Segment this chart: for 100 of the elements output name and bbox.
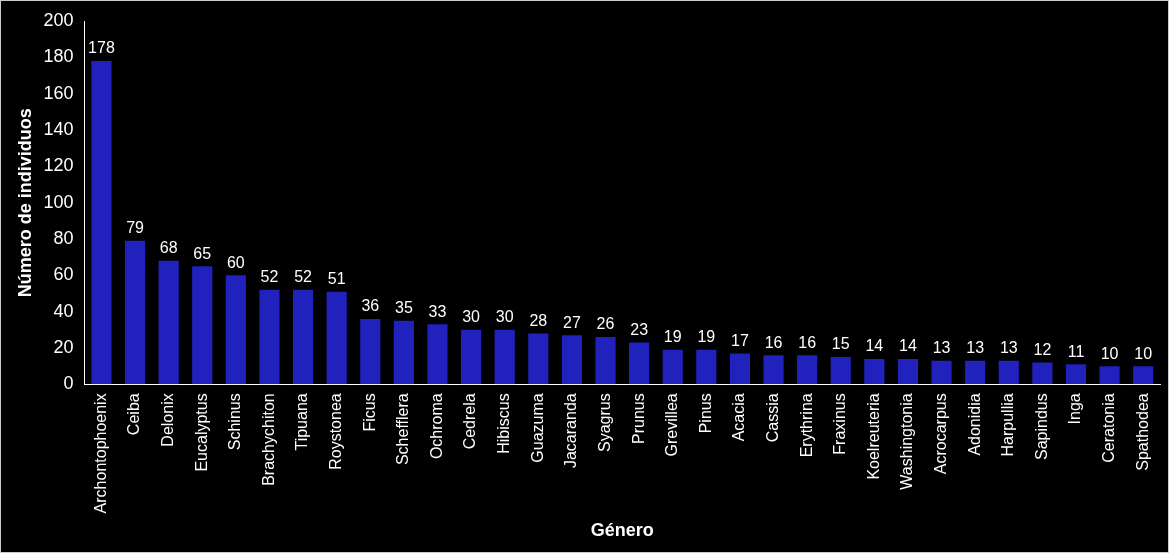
bar [931, 360, 952, 385]
data-label: 15 [831, 335, 850, 353]
bar [259, 289, 280, 385]
x-tick-label: Acrocarpus [931, 393, 949, 475]
x-tick-label: Ceratonia [1100, 393, 1117, 463]
bar [494, 329, 515, 385]
bar [763, 355, 784, 385]
data-label: 11 [1067, 342, 1085, 360]
x-tick-label: Acacia [730, 393, 748, 442]
data-label: 17 [731, 331, 749, 349]
bar [864, 358, 885, 385]
x-tick-label: Jacaranda [562, 393, 580, 469]
data-label: 26 [596, 315, 615, 333]
x-tick-label: Hibiscus [495, 393, 513, 454]
x-tick-label: Ceiba [125, 393, 143, 436]
bar [1065, 364, 1087, 385]
bar [91, 60, 112, 385]
y-tick-label: 200 [43, 9, 74, 30]
data-label: 19 [697, 328, 716, 346]
x-tick-label: Washingtonia [898, 393, 916, 490]
bar [1099, 366, 1120, 385]
data-label: 68 [159, 239, 178, 257]
x-tick-label: Roystonea [327, 393, 345, 470]
bar [1032, 362, 1053, 385]
y-tick-label: 60 [53, 264, 74, 285]
y-tick-label: 20 [53, 336, 74, 357]
x-tick-label: Brachychiton [259, 393, 277, 486]
bar [729, 353, 751, 385]
y-tick-label: 0 [63, 373, 74, 394]
bar [830, 357, 851, 385]
x-tick-label: Pinus [696, 393, 714, 434]
bar [797, 355, 818, 385]
data-label: 60 [226, 253, 245, 271]
x-tick-label: Adonidia [965, 393, 983, 456]
x-tick-label: Grevillea [663, 393, 681, 457]
bar [629, 342, 650, 385]
x-tick-label: Tipuana [293, 393, 311, 451]
data-label: 52 [260, 268, 279, 286]
data-label: 16 [764, 333, 783, 351]
x-tick-label: Koelreuteria [864, 393, 882, 480]
x-tick-label: Prunus [629, 393, 647, 445]
y-tick-label: 120 [43, 155, 74, 176]
x-tick-label: Syagrus [595, 393, 613, 453]
x-tick-label: Archontophoenix [91, 393, 109, 514]
y-axis-title: Número de individuos [14, 108, 35, 298]
bar [225, 275, 246, 385]
x-tick-label: Schinus [226, 393, 244, 451]
bar [461, 329, 482, 385]
data-label: 14 [899, 337, 917, 355]
bar [393, 320, 414, 385]
x-tick-label: Cassia [763, 393, 781, 443]
data-label: 13 [999, 339, 1018, 357]
bar [427, 324, 448, 385]
x-tick-label: Eucalyptus [192, 393, 210, 472]
data-label: 28 [529, 311, 548, 329]
bar [998, 360, 1019, 385]
x-tick-label: Sapindus [1032, 393, 1050, 461]
x-tick-label: Delonix [159, 393, 177, 447]
bar [360, 318, 381, 385]
bar [897, 358, 919, 385]
x-tick-label: Guazuma [528, 393, 546, 463]
data-label: 79 [126, 219, 145, 237]
bar [124, 240, 146, 385]
data-label: 10 [1134, 344, 1153, 362]
data-label: 16 [798, 333, 817, 351]
data-label: 36 [361, 297, 380, 315]
bar [326, 291, 347, 385]
data-label: 14 [865, 337, 884, 355]
y-tick-label: 40 [53, 300, 74, 321]
data-label: 52 [294, 268, 313, 286]
data-label: 13 [966, 339, 985, 357]
bar [662, 349, 683, 385]
y-tick-label: 80 [53, 227, 74, 248]
bar [1133, 366, 1154, 385]
x-tick-label: Harpullia [999, 393, 1017, 457]
y-tick-label: 140 [43, 118, 74, 139]
data-label: 65 [193, 244, 212, 262]
bar [192, 266, 213, 385]
x-tick-label: Ochroma [427, 393, 445, 460]
bar [561, 335, 582, 385]
data-label: 51 [327, 270, 346, 288]
bar [595, 337, 616, 385]
x-axis-title: Género [590, 520, 654, 541]
data-label: 13 [932, 339, 951, 357]
data-label: 30 [495, 308, 514, 326]
data-label: 23 [630, 320, 649, 338]
data-label: 27 [563, 313, 581, 331]
bar [696, 349, 717, 385]
bar [292, 289, 314, 385]
data-label: 19 [663, 328, 682, 346]
bar [158, 260, 179, 385]
data-label: 35 [394, 299, 413, 317]
data-label: 10 [1100, 344, 1119, 362]
x-tick-label: Spathodea [1133, 393, 1151, 471]
y-tick-label: 180 [43, 46, 74, 67]
x-tick-label: Cedrela [461, 393, 479, 450]
y-tick-label: 160 [43, 82, 74, 103]
x-tick-label: Ficus [360, 393, 378, 432]
x-tick-label: Schefflera [394, 393, 412, 466]
data-label: 178 [88, 39, 115, 57]
